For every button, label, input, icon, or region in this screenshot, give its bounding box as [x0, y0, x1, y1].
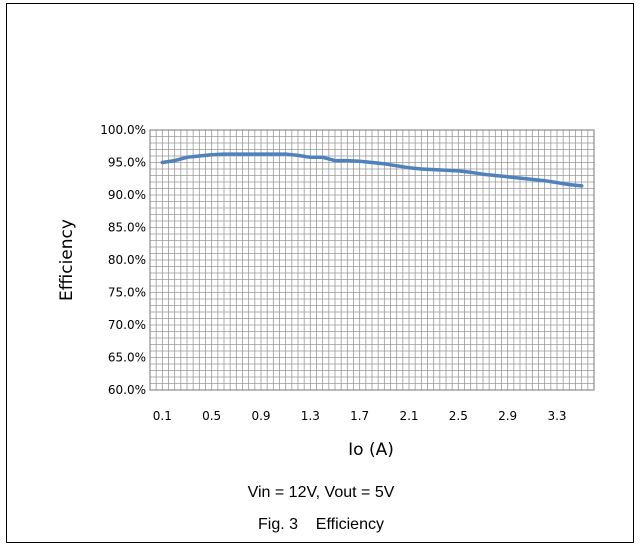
- series-layer: [160, 152, 584, 188]
- plot-border: [149, 129, 595, 391]
- x-tick-label: 2.5: [449, 409, 468, 423]
- x-tick-label: 0.9: [251, 409, 270, 423]
- y-tick-label: 75.0%: [108, 286, 146, 300]
- y-tick-label: 65.0%: [108, 351, 146, 365]
- x-tick-label: 2.9: [498, 409, 517, 423]
- x-tick-label: 0.1: [153, 409, 172, 423]
- efficiency-chart: 60.0% 65.0% 70.0% 75.0% 80.0% 85.0% 90.0% 95.0%…: [57, 123, 595, 460]
- x-tick-label: 1.3: [301, 409, 320, 423]
- x-tick-labels: 0.1 0.5 0.9 1.3 1.7 2.1 2.5 2.9 3.3: [153, 409, 567, 423]
- x-tick-label: 0.5: [202, 409, 221, 423]
- y-tick-label: 95.0%: [108, 156, 146, 170]
- efficiency-series-line: [160, 152, 584, 188]
- x-tick-label: 1.7: [350, 409, 369, 423]
- figure-caption: Fig. 3 Efficiency: [258, 516, 384, 533]
- test-conditions: Vin = 12V, Vout = 5V: [247, 484, 395, 501]
- x-tick-label: 3.3: [547, 409, 566, 423]
- x-axis-label: Io (A): [348, 440, 394, 460]
- y-axis-label: Efficiency: [57, 219, 77, 301]
- y-tick-label: 60.0%: [108, 383, 146, 397]
- y-tick-label: 80.0%: [108, 253, 146, 267]
- y-tick-label: 100.0%: [100, 123, 146, 137]
- y-tick-label: 90.0%: [108, 188, 146, 202]
- grid-layer: [149, 129, 595, 391]
- x-tick-label: 2.1: [399, 409, 418, 423]
- y-tick-labels: 60.0% 65.0% 70.0% 75.0% 80.0% 85.0% 90.0% 95.0%…: [100, 123, 146, 397]
- y-tick-label: 70.0%: [108, 318, 146, 332]
- y-tick-label: 85.0%: [108, 221, 146, 235]
